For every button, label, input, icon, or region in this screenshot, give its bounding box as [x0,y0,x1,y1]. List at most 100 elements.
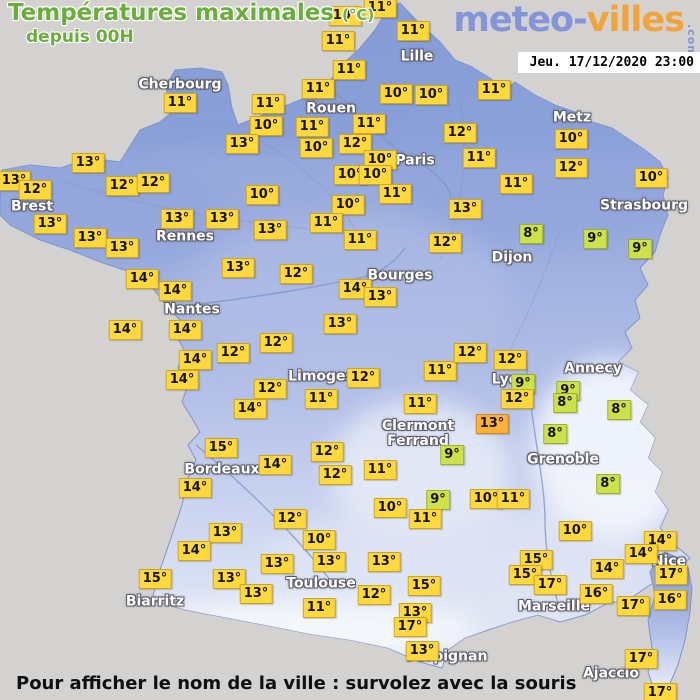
temp-badge[interactable]: 11° [462,148,496,168]
temp-badge[interactable]: 12° [346,368,380,388]
temp-badge[interactable]: 13° [105,238,139,258]
temp-badge[interactable]: 12° [493,350,527,370]
temp-badge[interactable]: 12° [216,343,250,363]
temp-badge[interactable]: 17° [654,565,688,585]
temp-badge[interactable]: 11° [302,598,336,618]
temp-badge[interactable]: 11° [309,213,343,233]
temp-badge[interactable]: 13° [33,214,67,234]
temp-badge[interactable]: 12° [357,585,391,605]
temp-badge[interactable]: 14° [178,478,212,498]
temp-badge[interactable]: 14° [233,399,267,419]
temp-badge[interactable]: 10° [245,185,279,205]
temp-badge[interactable]: 12° [259,333,293,353]
temp-badge[interactable]: 11° [499,174,533,194]
temp-badge[interactable]: 16° [579,584,613,604]
temp-badge[interactable]: 8° [553,393,577,413]
site-logo[interactable]: meteo-villes [453,0,685,40]
temp-badge[interactable]: 10° [379,84,413,104]
temp-badge[interactable]: 12° [279,264,313,284]
temp-badge[interactable]: 11° [295,117,329,137]
temp-badge[interactable]: 15° [508,565,542,585]
temp-badge[interactable]: 10° [299,138,333,158]
temp-badge[interactable]: 12° [136,173,170,193]
temp-badge[interactable]: 14° [165,370,199,390]
temp-badge[interactable]: 13° [212,569,246,589]
temp-badge[interactable]: 12° [253,379,287,399]
temp-badge[interactable]: 11° [352,114,386,134]
temp-badge[interactable]: 16° [653,590,687,610]
temp-badge[interactable]: 13° [260,554,294,574]
temp-badge[interactable]: 17° [643,683,677,700]
temp-badge[interactable]: 11° [496,489,530,509]
temp-badge[interactable]: 15° [407,576,441,596]
temp-badge[interactable]: 10° [302,530,336,550]
temp-badge[interactable]: 13° [312,552,346,572]
temp-badge[interactable]: 17° [533,575,567,595]
temp-badge[interactable]: 9° [628,239,652,259]
temp-badge[interactable]: 8° [519,224,543,244]
temp-badge[interactable]: 9° [426,490,450,510]
temp-badge[interactable]: 14° [258,455,292,475]
temp-badge[interactable]: 10° [373,498,407,518]
temp-badge[interactable]: 13° [367,552,401,572]
temp-badge[interactable]: 17° [393,617,427,637]
temp-badge[interactable]: 14° [590,559,624,579]
temp-badge[interactable]: 12° [18,180,52,200]
temp-badge[interactable]: 10° [634,168,668,188]
temp-badge[interactable]: 10° [558,521,592,541]
temp-badge[interactable]: 12° [318,465,352,485]
temp-badge[interactable]: 11° [251,94,285,114]
temp-badge[interactable]: 14° [624,544,658,564]
temp-badge[interactable]: 15° [204,438,238,458]
temp-badge[interactable]: 14° [178,350,212,370]
temp-badge[interactable]: 14° [108,320,142,340]
temp-badge[interactable]: 17° [624,649,658,669]
temp-badge[interactable]: 10° [249,116,283,136]
temp-badge[interactable]: 10° [358,165,392,185]
temp-badge[interactable]: 12° [273,509,307,529]
temp-badge[interactable]: 10° [554,129,588,149]
temp-badge[interactable]: 12° [338,134,372,154]
temp-badge[interactable]: 13° [405,641,439,661]
temp-badge[interactable]: 9° [583,229,607,249]
temp-badge[interactable]: 13° [475,414,509,434]
temp-badge[interactable]: 14° [338,279,372,299]
temp-badge[interactable]: 11° [363,0,397,18]
temp-badge[interactable]: 15° [138,569,172,589]
temp-badge[interactable]: 10° [328,6,362,26]
temp-badge[interactable]: 12° [443,123,477,143]
temp-badge[interactable]: 13° [253,220,287,240]
temp-badge[interactable]: 12° [310,442,344,462]
temp-badge[interactable]: 12° [554,158,588,178]
temp-badge[interactable]: 11° [304,389,338,409]
temp-badge[interactable]: 9° [440,445,464,465]
temp-badge[interactable]: 8° [607,400,631,420]
temp-badge[interactable]: 14° [158,281,192,301]
temp-badge[interactable]: 11° [477,80,511,100]
temp-badge[interactable]: 11° [378,184,412,204]
temp-badge[interactable]: 10° [414,85,448,105]
temp-badge[interactable]: 11° [343,230,377,250]
temp-badge[interactable]: 10° [331,195,365,215]
temp-badge[interactable]: 14° [177,541,211,561]
temp-badge[interactable]: 11° [321,31,355,51]
temp-badge[interactable]: 13° [208,523,242,543]
temp-badge[interactable]: 11° [408,509,442,529]
temp-badge[interactable]: 12° [500,389,534,409]
temp-badge[interactable]: 11° [403,394,437,414]
temp-badge[interactable]: 13° [363,287,397,307]
temp-badge[interactable]: 13° [205,209,239,229]
temp-badge[interactable]: 13° [239,584,273,604]
temp-badge[interactable]: 8° [596,474,620,494]
temp-badge[interactable]: 12° [105,176,139,196]
temp-badge[interactable]: 11° [332,60,366,80]
temp-badge[interactable]: 13° [71,153,105,173]
temp-badge[interactable]: 14° [168,320,202,340]
temp-badge[interactable]: 8° [543,424,567,444]
temp-badge[interactable]: 11° [363,460,397,480]
temp-badge[interactable]: 10° [469,489,503,509]
temp-badge[interactable]: 13° [160,209,194,229]
temp-badge[interactable]: 12° [453,343,487,363]
temp-badge[interactable]: 11° [301,79,335,99]
temp-badge[interactable]: 13° [225,134,259,154]
